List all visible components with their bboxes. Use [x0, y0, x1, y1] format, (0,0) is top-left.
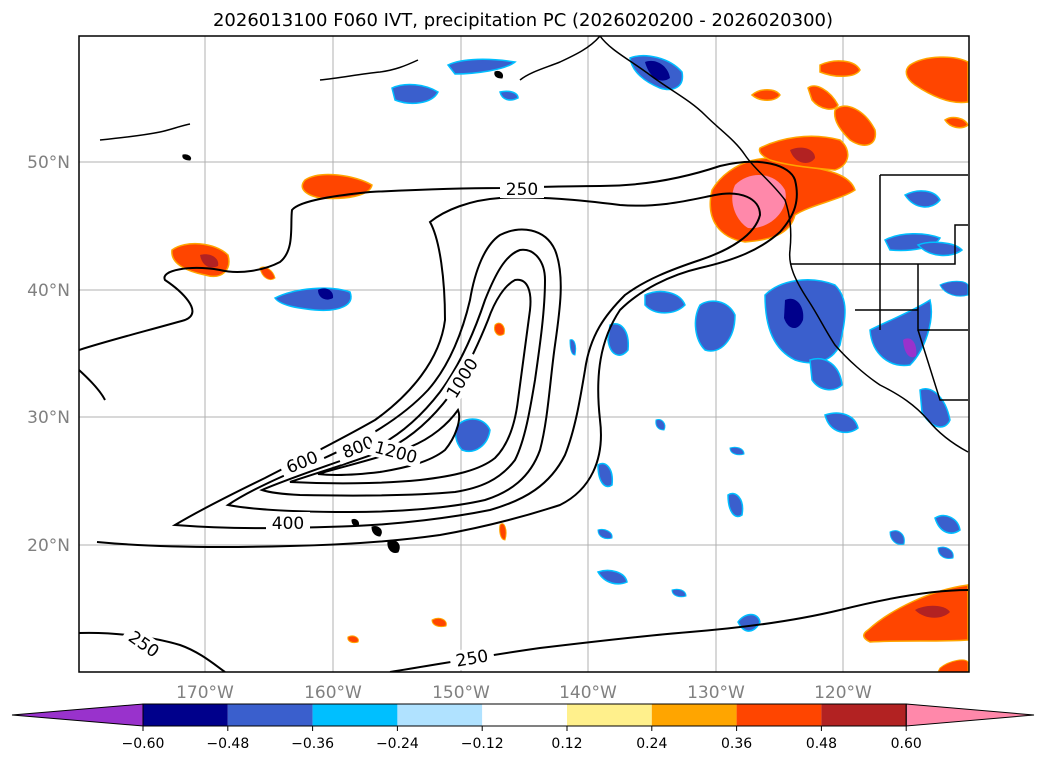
precip-negative-blob: [903, 338, 917, 358]
ivt-contour-400: [171, 192, 762, 530]
precip-positive-blob: [937, 659, 969, 672]
longitude-label: 130°W: [687, 683, 745, 703]
colorbar-swatch: [651, 704, 737, 726]
precip-negative-blob: [903, 190, 941, 208]
latitude-label: 50°N: [27, 153, 70, 173]
precip-positive-blob: [750, 89, 781, 101]
precip-positive-blob: [807, 85, 839, 110]
colorbar: [11, 703, 1035, 727]
latitude-axis: 50°N 40°N 30°N 20°N: [27, 153, 70, 556]
latitude-label: 30°N: [27, 408, 70, 428]
precip-positive-blob: [790, 147, 815, 163]
precip-positive-blob: [863, 584, 969, 643]
precip-negative-blob: [318, 288, 334, 300]
longitude-label: 140°W: [559, 683, 617, 703]
colorbar-extend-high: [905, 703, 1035, 727]
precip-negative-blob: [391, 83, 439, 105]
longitude-label: 160°W: [304, 683, 362, 703]
precip-positive-blob: [732, 174, 786, 229]
precip-positive-blob: [494, 322, 505, 336]
precip-negative-blob: [607, 323, 629, 356]
colorbar-tick-label: 0.36: [721, 736, 752, 752]
colorbar-tick-label: 0.24: [636, 736, 667, 752]
ivt-contour-250-south: [79, 631, 226, 672]
precip-negative-blob: [694, 300, 736, 352]
precip-positive-blob: [301, 173, 373, 200]
colorbar-tick-label: 0.48: [806, 736, 837, 752]
contour-label-400: 400: [272, 514, 304, 534]
colorbar-tick-label: −0.36: [291, 736, 334, 752]
precip-positive-blob: [833, 105, 877, 146]
precip-positive-blob: [431, 617, 447, 628]
ivt-contour-250: [79, 160, 798, 548]
colorbar-tick-label: −0.60: [122, 736, 165, 752]
colorbar-tick-label: −0.24: [376, 736, 419, 752]
precip-negative-blob: [809, 358, 843, 391]
precip-pc-shading: [171, 54, 969, 672]
precip-positive-blob: [905, 56, 969, 104]
precip-negative-blob: [597, 462, 614, 488]
colorbar-tick-label: 0.60: [891, 736, 922, 752]
precip-negative-blob: [889, 530, 905, 545]
ivt-contour-600: [225, 228, 562, 514]
precip-negative-blob: [727, 492, 744, 518]
colorbar-outline: [142, 703, 907, 727]
precip-negative-blob: [644, 290, 686, 314]
ivt-contour-1000: [289, 278, 532, 485]
precip-negative-blob: [937, 546, 954, 559]
colorbar-ticks: −0.60 −0.48 −0.36 −0.24 −0.12 0.12 0.24 0.36 0.4…: [122, 726, 922, 752]
precip-positive-blob: [499, 523, 507, 541]
colorbar-swatch: [397, 704, 483, 726]
precip-negative-blob: [934, 514, 961, 534]
map-frame: [78, 35, 970, 673]
colorbar-swatch: [143, 704, 228, 726]
precip-negative-blob: [499, 90, 519, 101]
precip-negative-blob: [939, 280, 969, 297]
colorbar-swatch: [482, 704, 567, 726]
colorbar-tick-label: 0.12: [551, 736, 582, 752]
longitude-axis: 170°W 160°W 150°W 140°W 130°W 120°W: [176, 683, 872, 703]
precip-negative-blob: [671, 588, 687, 598]
colorbar-tick-label: −0.12: [461, 736, 504, 752]
precip-negative-blob: [824, 412, 859, 434]
colorbar-swatch: [736, 704, 822, 726]
longitude-label: 150°W: [432, 683, 490, 703]
precip-negative-blob: [454, 418, 491, 452]
ivt-contour-800: [259, 248, 547, 497]
figure-title: 2026013100 F060 IVT, precipitation PC (2…: [213, 10, 833, 31]
precip-negative-blob: [784, 298, 804, 329]
precip-negative-blob: [645, 60, 670, 81]
longitude-label: 120°W: [814, 683, 872, 703]
contour-label-250: 250: [506, 180, 538, 200]
precip-negative-blob: [569, 339, 577, 356]
colorbar-extend-low: [11, 703, 144, 727]
colorbar-swatch: [567, 704, 652, 726]
ivt-contour-edge: [79, 369, 106, 401]
precip-negative-blob: [446, 58, 517, 75]
colorbar-swatch: [227, 704, 313, 726]
precip-positive-blob: [200, 254, 219, 268]
longitude-label: 170°W: [176, 683, 234, 703]
precip-positive-blob: [943, 116, 969, 129]
colorbar-swatch: [312, 704, 398, 726]
precip-positive-blob: [915, 605, 950, 618]
precip-negative-blob: [916, 241, 964, 257]
precip-positive-blob: [347, 635, 359, 644]
latitude-label: 40°N: [27, 281, 70, 301]
precip-negative-blob: [596, 569, 628, 585]
coastlines: [99, 36, 969, 453]
precip-positive-blob: [819, 60, 861, 77]
precip-negative-blob: [729, 446, 745, 456]
precip-negative-blob: [597, 529, 613, 540]
precip-negative-blob: [655, 419, 666, 431]
colorbar-tick-label: −0.48: [206, 736, 249, 752]
colorbar-swatch: [821, 704, 907, 726]
latitude-label: 20°N: [27, 536, 70, 556]
